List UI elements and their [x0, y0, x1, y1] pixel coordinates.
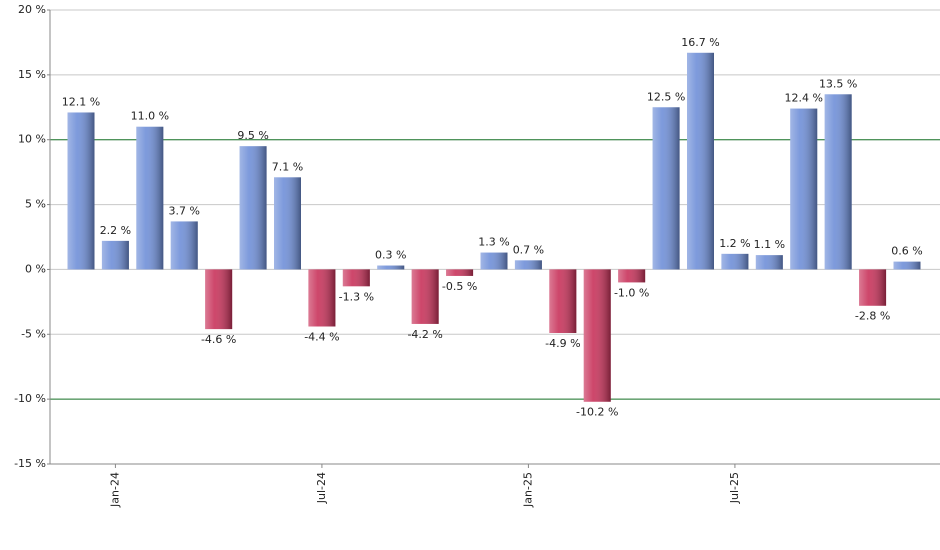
value-label: 1.3 % — [478, 236, 509, 249]
value-label: -1.3 % — [339, 290, 374, 303]
bar-shade — [824, 94, 852, 270]
bar-shade — [480, 252, 508, 270]
value-label: 9.5 % — [237, 129, 268, 142]
bar-shade — [239, 146, 267, 270]
value-label: 12.5 % — [647, 90, 685, 103]
bar-shade — [377, 265, 405, 270]
value-label: 7.1 % — [272, 160, 303, 173]
bar-shade — [101, 240, 129, 270]
bar-shade — [446, 269, 474, 276]
y-tick-label: 15 % — [18, 68, 46, 81]
value-label: -4.6 % — [201, 333, 236, 346]
x-tick-label: Jul-24 — [315, 472, 328, 504]
bar-shade — [170, 221, 198, 270]
y-tick-label: 5 % — [25, 198, 46, 211]
bar-shade — [308, 269, 336, 327]
x-tick-label: Jan-25 — [521, 472, 534, 508]
x-tick-label: Jan-24 — [108, 472, 121, 508]
y-tick-label: -10 % — [14, 392, 46, 405]
bar-shade — [136, 126, 164, 270]
bar-shade — [342, 269, 370, 287]
bar-shade — [67, 112, 95, 270]
value-label: -0.5 % — [442, 280, 477, 293]
value-label: 1.2 % — [719, 237, 750, 250]
value-label: 3.7 % — [169, 204, 200, 217]
value-label: 13.5 % — [819, 77, 857, 90]
value-label: -4.2 % — [407, 328, 442, 341]
y-tick-label: 20 % — [18, 3, 46, 16]
value-label: 0.3 % — [375, 249, 406, 262]
value-label: -4.9 % — [545, 337, 580, 350]
bar-shade — [411, 269, 439, 324]
value-label: -4.4 % — [304, 331, 339, 344]
bar-shade — [859, 269, 887, 306]
y-tick-label: 10 % — [18, 133, 46, 146]
y-tick-label: -5 % — [21, 327, 46, 340]
value-label: 2.2 % — [100, 224, 131, 237]
value-label: 16.7 % — [681, 36, 719, 49]
y-tick-label: 0 % — [25, 262, 46, 275]
bar-shade — [205, 269, 233, 330]
y-tick-label: -15 % — [14, 457, 46, 470]
value-label: 12.1 % — [62, 95, 100, 108]
value-label: -2.8 % — [855, 310, 890, 323]
value-label: 0.7 % — [513, 243, 544, 256]
value-label: 1.1 % — [754, 238, 785, 251]
x-tick-label: Jul-25 — [728, 472, 741, 504]
bar-shade — [549, 269, 577, 333]
bar-shade — [790, 108, 818, 270]
bar-shade — [618, 269, 646, 283]
bar-shade — [652, 107, 680, 270]
bar-shade — [721, 253, 749, 270]
value-label: 11.0 % — [131, 110, 169, 123]
bar-shade — [893, 261, 921, 270]
bar-shade — [583, 269, 611, 402]
bar-shade — [755, 255, 783, 270]
bar-shade — [274, 177, 301, 270]
value-label: -1.0 % — [614, 286, 649, 299]
bar-shade — [514, 260, 542, 270]
value-label: 0.6 % — [891, 245, 922, 258]
value-label: -10.2 % — [576, 406, 618, 419]
value-label: 12.4 % — [785, 92, 823, 105]
bar-shade — [687, 52, 714, 270]
